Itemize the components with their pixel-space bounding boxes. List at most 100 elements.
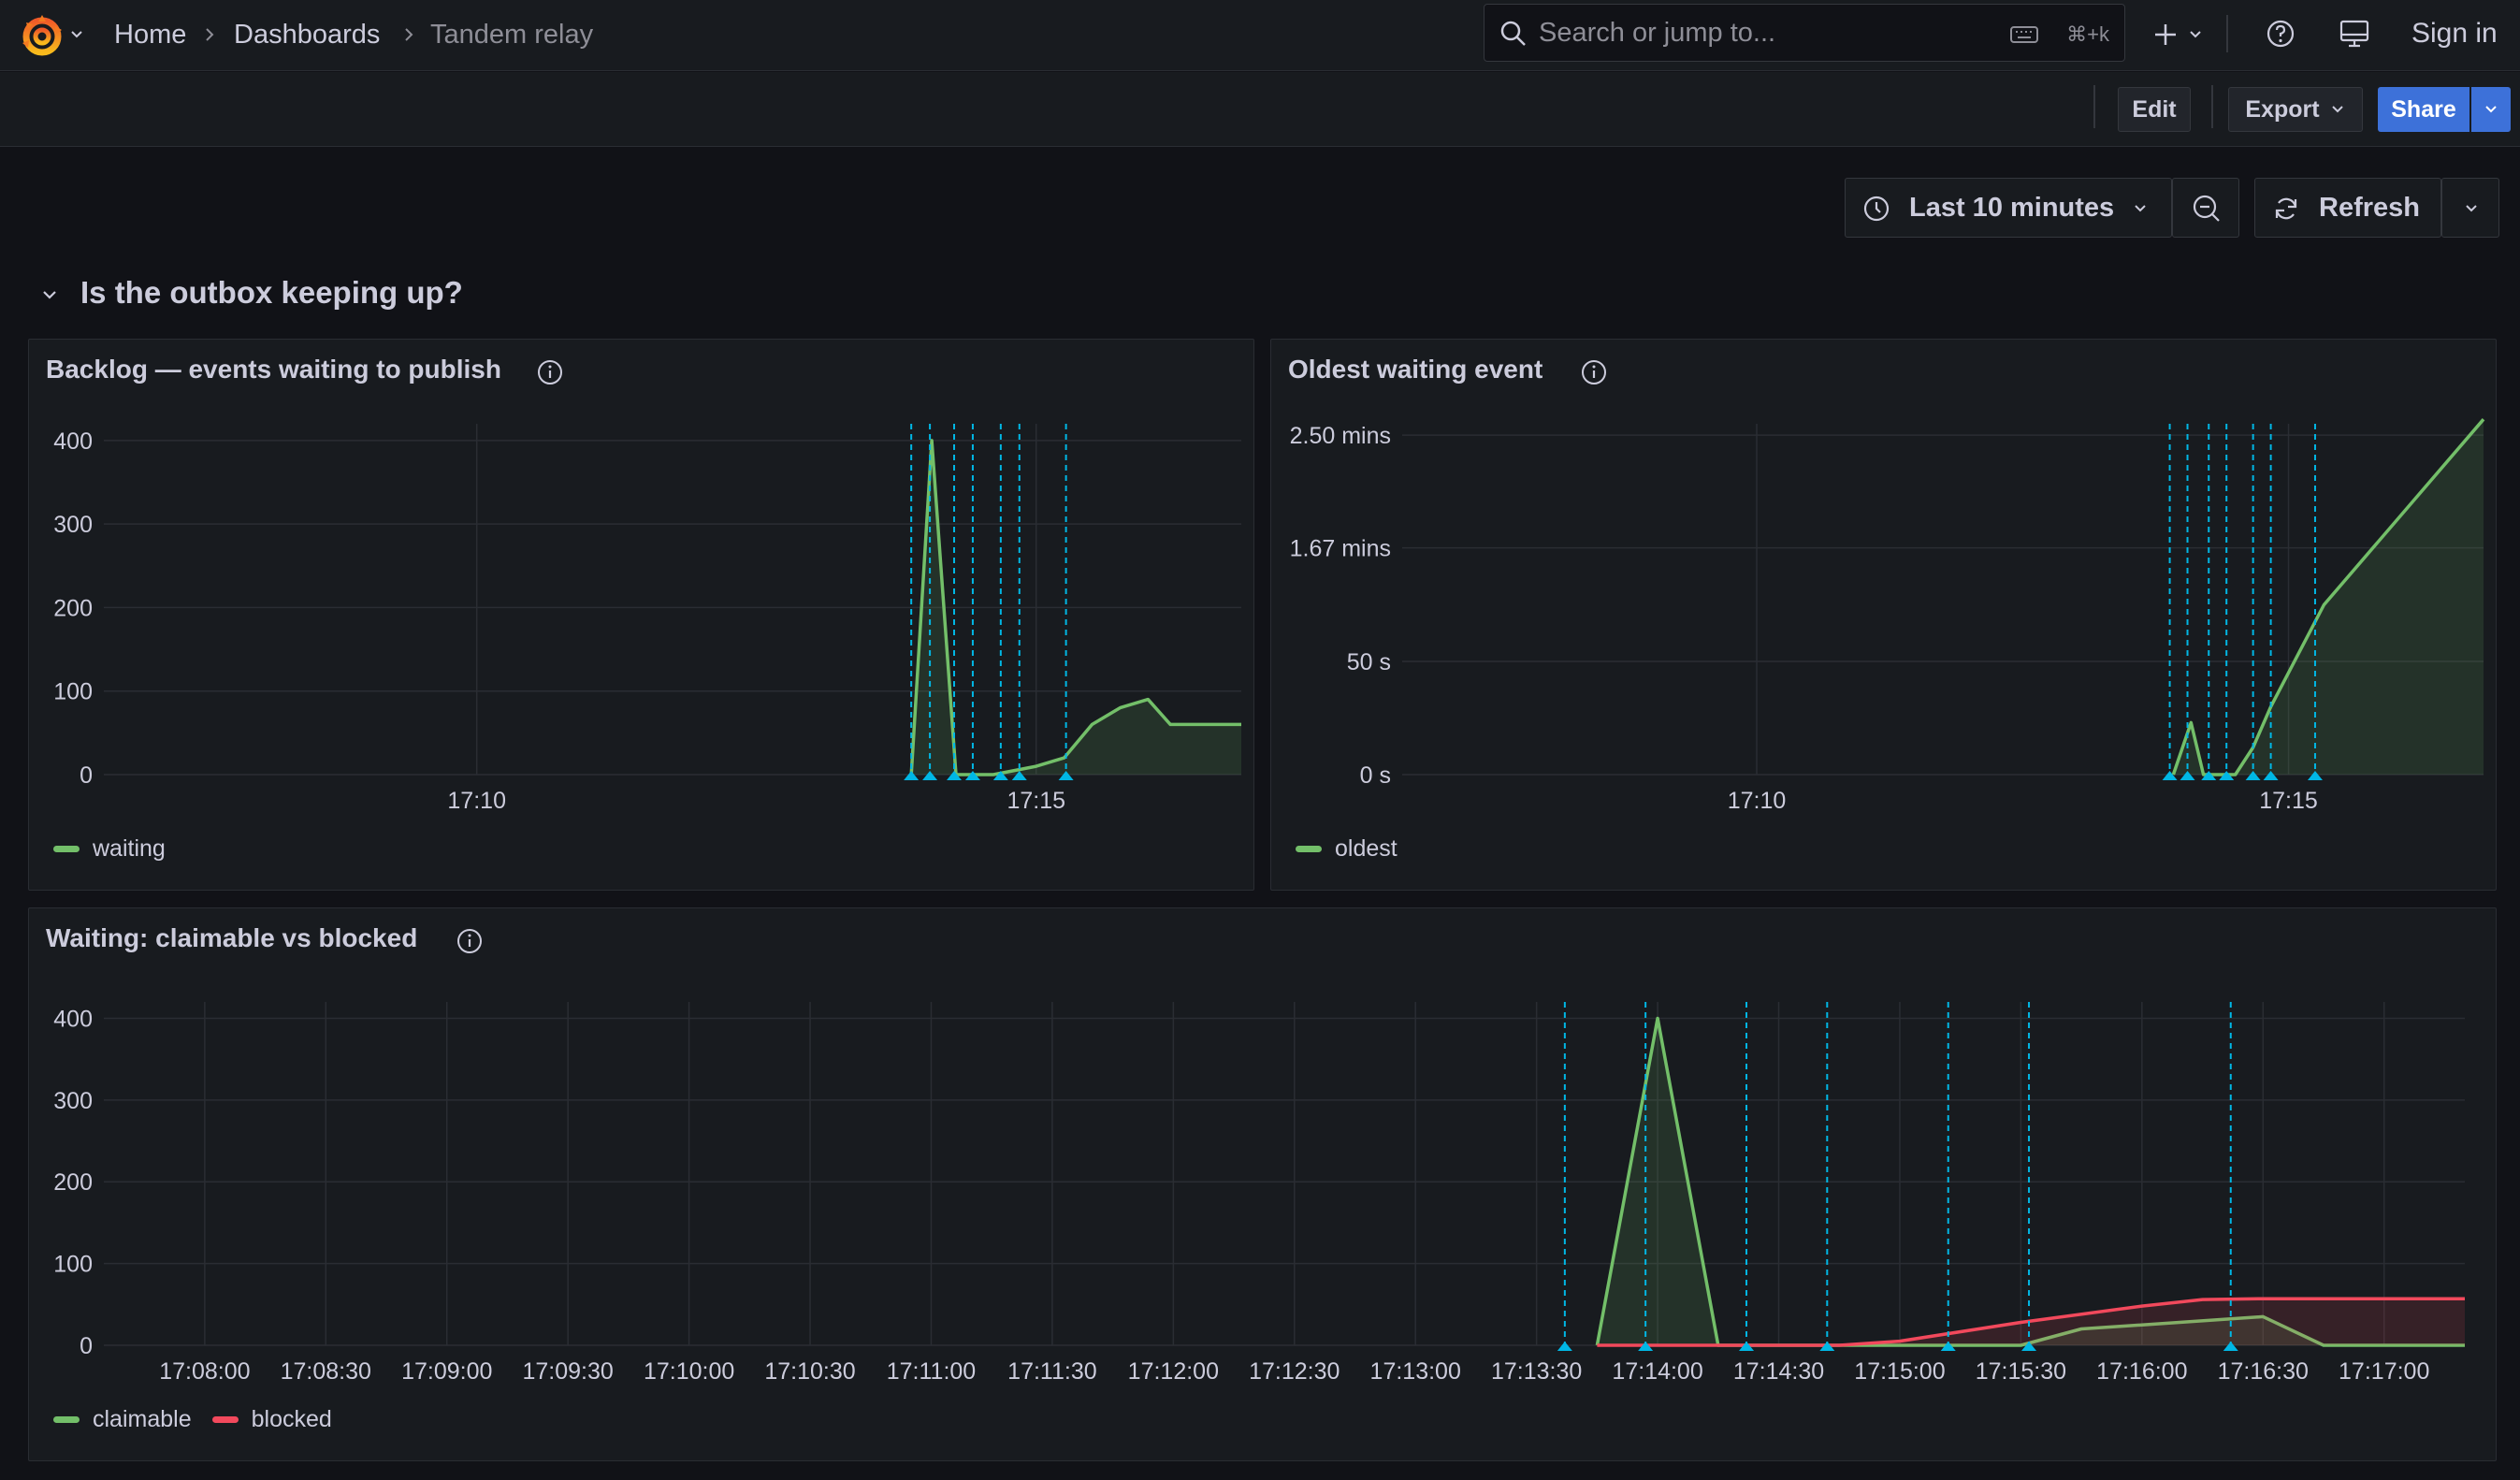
zoom-out-button[interactable] [2172, 178, 2239, 238]
chevron-down-icon[interactable] [67, 24, 86, 43]
export-button[interactable]: Export [2228, 87, 2363, 132]
chevron-down-icon[interactable] [2187, 26, 2204, 43]
legend-label: waiting [93, 835, 166, 862]
x-tick-label: 17:11:30 [1007, 1358, 1096, 1385]
refresh-icon [2275, 197, 2297, 220]
legend-item-claimable[interactable]: claimable [53, 1406, 192, 1433]
refresh-interval-button[interactable] [2441, 178, 2499, 238]
legend-label: claimable [93, 1406, 192, 1432]
x-tick-label: 17:16:00 [2096, 1358, 2187, 1385]
legend-label: blocked [251, 1406, 332, 1432]
annotation-marker-triangle [2263, 771, 2279, 780]
x-tick-label: 17:14:30 [1733, 1358, 1824, 1385]
breadcrumb-dashboards[interactable]: Dashboards [234, 20, 381, 50]
annotation-marker-triangle [1058, 771, 1074, 780]
legend-item-waiting[interactable]: waiting [53, 835, 166, 863]
x-tick-label: 17:09:30 [523, 1358, 614, 1385]
y-tick-label: 200 [53, 1169, 93, 1196]
x-tick-label: 17:10:30 [764, 1358, 855, 1385]
annotation-marker-triangle [2223, 1342, 2238, 1351]
annotation-marker-triangle [1819, 1342, 1835, 1351]
refresh-button[interactable]: Refresh [2254, 178, 2441, 238]
chevron-down-icon [2331, 106, 2343, 113]
row-collapse-chevron-icon[interactable] [39, 284, 60, 305]
x-tick-label: 17:15:30 [1976, 1358, 2066, 1385]
y-tick-label: 300 [53, 1088, 93, 1114]
panel-backlog: Backlog — events waiting to publish 0 100… [28, 339, 1254, 891]
x-tick-label: 17:16:30 [2218, 1358, 2309, 1385]
keyboard-icon [2010, 26, 2038, 43]
search-input[interactable]: Search or jump to... ⌘+k [1484, 4, 2125, 62]
y-tick-label: 0 s [1360, 762, 1391, 789]
info-icon[interactable] [456, 927, 484, 955]
y-tick-label: 2.50 mins [1290, 423, 1391, 449]
y-tick-label: 300 [53, 512, 93, 538]
plus-icon[interactable] [2151, 21, 2180, 49]
export-button-label: Export [2245, 95, 2320, 123]
legend-swatch [1296, 846, 1322, 852]
y-tick-label: 0 [80, 1333, 93, 1359]
time-range-picker[interactable]: Last 10 minutes [1845, 178, 2172, 238]
grafana-logo-icon[interactable] [19, 13, 65, 60]
edit-button[interactable]: Edit [2118, 87, 2191, 132]
x-tick-label: 17:09:00 [401, 1358, 492, 1385]
x-tick-label: 17:10:00 [644, 1358, 734, 1385]
time-range-label: Last 10 minutes [1909, 193, 2115, 223]
y-tick-label: 1.67 mins [1290, 536, 1391, 562]
oldest-chart[interactable]: 0 s 50 s 1.67 mins 2.50 mins 17:10 17:15 [1271, 340, 2498, 892]
zoom-out-icon [2193, 195, 2220, 222]
breadcrumb-home[interactable]: Home [114, 20, 187, 50]
row-title[interactable]: Is the outbox keeping up? [80, 275, 463, 310]
chart-legend: claimable blocked [53, 1406, 353, 1433]
chart-legend: oldest [1296, 835, 1418, 863]
annotation-marker-triangle [1557, 1342, 1572, 1351]
y-tick-label: 400 [53, 1006, 93, 1032]
divider [2211, 85, 2213, 128]
legend-item-oldest[interactable]: oldest [1296, 835, 1398, 863]
share-menu-button[interactable] [2471, 87, 2511, 132]
share-button[interactable]: Share [2378, 87, 2469, 132]
panel-title[interactable]: Waiting: claimable vs blocked [46, 923, 418, 952]
y-tick-label: 50 s [1347, 649, 1391, 675]
annotation-marker-triangle [1011, 771, 1027, 780]
claimable-blocked-chart[interactable]: 0 100 200 300 400 17:08:00 17:08:30 17:09:00 17:… [29, 908, 2498, 1462]
sign-in-link[interactable]: Sign in [2411, 18, 2498, 49]
divider [2093, 85, 2095, 128]
search-icon [1500, 21, 1526, 46]
legend-item-blocked[interactable]: blocked [211, 1406, 332, 1433]
annotation-marker-triangle [2162, 771, 2178, 780]
edit-button-label: Edit [2132, 95, 2177, 123]
panel-title[interactable]: Backlog — events waiting to publish [46, 355, 501, 384]
chart-legend: waiting [53, 835, 186, 863]
refresh-label: Refresh [2319, 193, 2420, 223]
legend-swatch [211, 1416, 239, 1423]
x-tick-label: 17:12:00 [1128, 1358, 1219, 1385]
series-area-claimable [1597, 1018, 2465, 1345]
series-line-blocked [1597, 1297, 2465, 1347]
divider [2226, 15, 2228, 52]
y-tick-label: 200 [53, 595, 93, 621]
x-tick-label: 17:12:30 [1249, 1358, 1340, 1385]
series-area-waiting [911, 440, 1241, 775]
info-icon[interactable] [536, 358, 564, 386]
series-line-waiting [909, 439, 1241, 776]
help-icon[interactable] [2266, 19, 2296, 49]
annotation-marker-triangle [1940, 1342, 1956, 1351]
annotation-marker-triangle [1739, 1342, 1755, 1351]
series-line-claimable [1595, 1016, 2465, 1347]
annotation-marker-triangle [992, 771, 1008, 780]
x-tick-label: 17:10 [1728, 788, 1787, 814]
panel-title[interactable]: Oldest waiting event [1288, 355, 1543, 384]
backlog-chart[interactable]: 0 100 200 300 400 17:10 17:15 [29, 340, 1255, 892]
annotation-marker-triangle [904, 771, 920, 780]
search-placeholder: Search or jump to... [1539, 18, 1776, 48]
x-tick-label: 17:08:00 [159, 1358, 250, 1385]
y-tick-label: 400 [53, 428, 93, 455]
clock-icon [1863, 196, 1890, 222]
x-tick-label: 17:15:00 [1854, 1358, 1945, 1385]
x-tick-label: 17:14:00 [1612, 1358, 1702, 1385]
y-tick-label: 100 [53, 1252, 93, 1278]
panel-claimable-vs-blocked: Waiting: claimable vs blocked 0 100 200 300… [28, 907, 2497, 1461]
info-icon[interactable] [1580, 358, 1608, 386]
monitor-icon[interactable] [2339, 19, 2370, 49]
